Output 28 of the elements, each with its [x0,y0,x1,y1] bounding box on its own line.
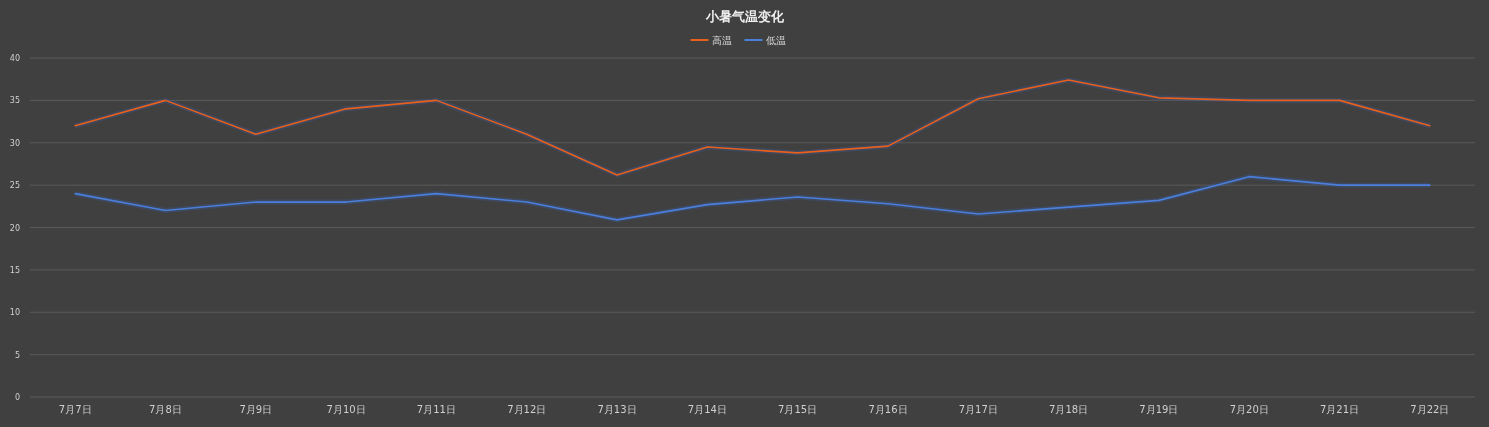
x-tick-label: 7月15日 [778,404,818,415]
x-tick-label: 7月16日 [868,404,908,415]
x-tick-label: 7月8日 [149,404,182,415]
y-tick-label: 10 [9,308,20,318]
y-tick-label: 35 [9,96,20,106]
x-tick-label: 7月22日 [1410,404,1450,415]
chart-title: 小暑气温变化 [704,9,785,24]
y-tick-label: 20 [9,223,20,233]
x-tick-label: 7月20日 [1229,404,1269,415]
y-tick-label: 0 [14,393,20,402]
x-tick-label: 7月12日 [507,404,547,415]
x-tick-label: 7月13日 [597,404,637,415]
y-tick-label: 25 [9,181,20,191]
x-tick-label: 7月7日 [58,404,92,415]
y-tick-label: 30 [9,138,20,148]
x-tick-label: 7月19日 [1139,404,1179,415]
x-tick-label: 7月21日 [1319,404,1360,415]
x-tick-label: 7月14日 [687,404,727,415]
y-tick-label: 40 [9,54,20,63]
y-tick-label: 5 [14,350,20,360]
x-tick-label: 7月10日 [326,404,366,415]
legend-label: 低温 [765,35,786,46]
x-tick-label: 7月9日 [239,404,273,415]
legend-label: 高温 [711,35,732,46]
y-tick-label: 15 [9,265,20,275]
x-tick-label: 7月18日 [1049,404,1089,415]
x-tick-label: 7月17日 [958,404,998,415]
x-tick-label: 7月11日 [416,404,456,415]
